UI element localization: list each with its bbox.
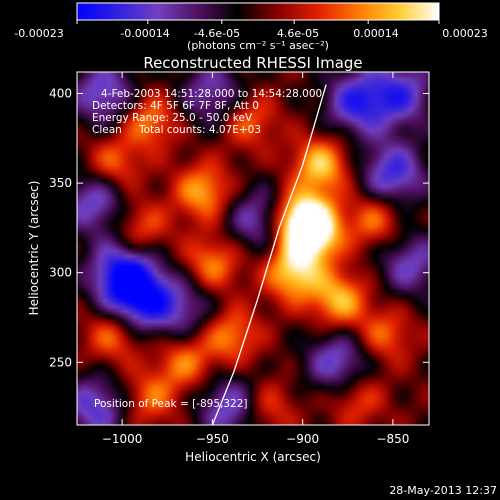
colorbar-tick-label: -0.00023 [14,27,63,40]
solar-limb-line [211,84,327,425]
colorbar-bar [76,2,440,21]
y-axis-label: Heliocentric Y (arcsec) [27,181,41,316]
x-tick-label: −850 [376,432,409,446]
plot-frame [76,71,430,426]
y-tick-label: 250 [49,355,72,369]
x-axis-label: Heliocentric X (arcsec) [185,450,321,464]
heatmap-image [77,72,429,425]
method-label: Clean [92,124,122,136]
x-axis-ticks: −1000 −950 −900 −850 [102,72,409,446]
y-tick-label: 350 [49,176,72,190]
colorbar-tick-label: -4.6e-05 [194,27,240,40]
colorbar-tick-label: -0.00014 [120,27,169,40]
colorbar-tick-label: 0.00023 [442,27,488,40]
y-tick-label: 400 [49,87,72,101]
y-tick-label: 300 [49,266,72,280]
x-tick-label: −900 [286,432,319,446]
footer-timestamp: 28-May-2013 12:37 [389,484,497,497]
colorbar-tick-label: 0.00014 [353,27,399,40]
y-axis-ticks: 250 300 350 400 [49,87,429,369]
time-range-label: 4-Feb-2003 14:51:28.000 to 14:54:28.000 [101,88,322,100]
total-counts-label: Total counts: 4.07E+03 [138,124,261,136]
colorbar-tick-label: 4.6e-05 [277,27,319,40]
colorbar-ticks: -0.00023 -0.00014 -4.6e-05 4.6e-05 0.00014 0.… [14,20,488,40]
energy-range-label: Energy Range: 25.0 - 50.0 keV [92,112,253,124]
peak-position-label: Position of Peak = [-895,322] [94,398,248,410]
plot-area: −1000 −950 −900 −850 250 300 350 400 4-Feb-200… [49,71,430,446]
chart-title: Reconstructed RHESSI Image [143,54,362,72]
detectors-label: Detectors: 4F 5F 6F 7F 8F, Att 0 [92,100,259,112]
colorbar-unit-label: (photons cm⁻² s⁻¹ asec⁻²) [187,39,329,52]
x-tick-label: −1000 [102,432,143,446]
x-tick-label: −950 [196,432,229,446]
colorbar: -0.00023 -0.00014 -4.6e-05 4.6e-05 0.00014 0.… [14,2,488,52]
